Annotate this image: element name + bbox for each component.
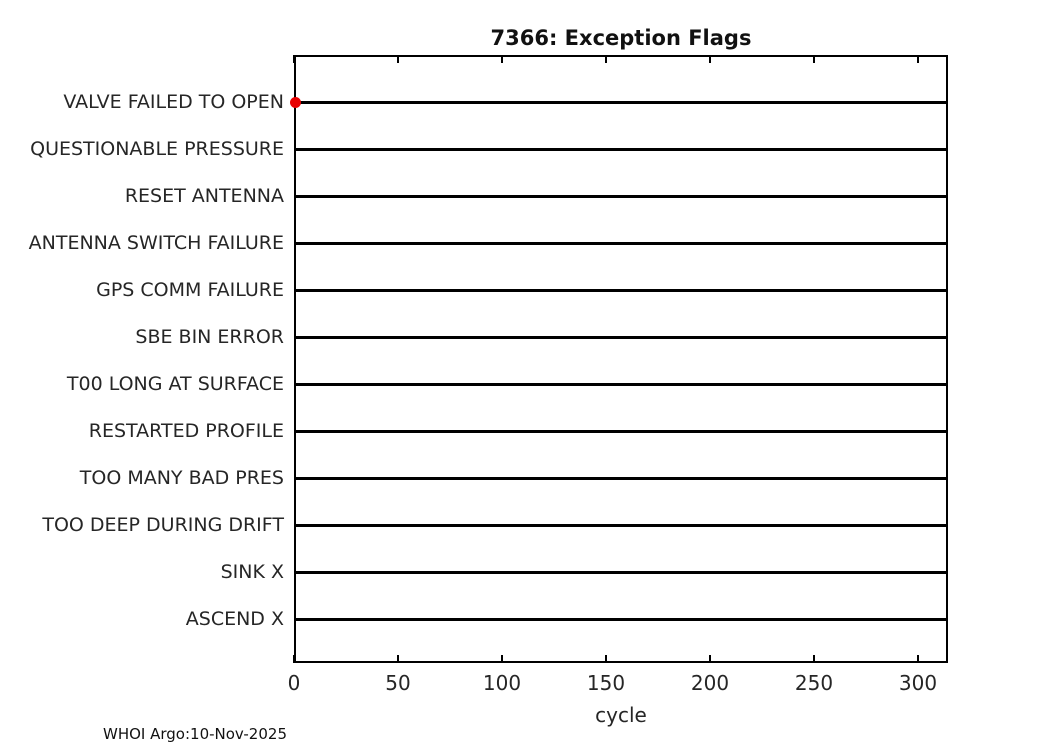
x-tick-label: 50 xyxy=(385,671,411,695)
y-category-label: QUESTIONABLE PRESSURE xyxy=(30,138,284,160)
category-row-line xyxy=(294,429,948,433)
chart-title: 7366: Exception Flags xyxy=(490,26,752,50)
data-point-marker xyxy=(289,96,301,108)
category-row-line xyxy=(294,335,948,339)
y-category-label: SBE BIN ERROR xyxy=(135,326,284,348)
category-row-line xyxy=(294,288,948,292)
x-axis-tick-bottom xyxy=(813,655,815,663)
y-category-label: SINK X xyxy=(220,561,284,583)
x-axis-tick-bottom xyxy=(605,655,607,663)
y-category-label: ANTENNA SWITCH FAILURE xyxy=(28,232,284,254)
x-axis-tick-top xyxy=(397,55,399,63)
x-axis-tick-top xyxy=(813,55,815,63)
category-row-line xyxy=(294,617,948,621)
category-row-line xyxy=(294,100,948,104)
watermark-date-label: WHOI Argo:10-Nov-2025 xyxy=(103,725,287,743)
y-category-label: T00 LONG AT SURFACE xyxy=(66,373,284,395)
y-category-label: RESET ANTENNA xyxy=(124,185,284,207)
plot-frame xyxy=(294,55,948,663)
x-axis-tick-bottom xyxy=(293,655,295,663)
y-category-label: TOO MANY BAD PRES xyxy=(79,467,284,489)
x-axis-label: cycle xyxy=(595,703,647,727)
x-axis-tick-bottom xyxy=(709,655,711,663)
y-category-label: GPS COMM FAILURE xyxy=(96,279,284,301)
x-tick-label: 300 xyxy=(898,671,938,695)
x-axis-tick-bottom xyxy=(917,655,919,663)
category-row-line xyxy=(294,194,948,198)
x-axis-tick-top xyxy=(501,55,503,63)
category-row-line xyxy=(294,476,948,480)
x-tick-label: 150 xyxy=(586,671,626,695)
y-category-label: VALVE FAILED TO OPEN xyxy=(63,91,284,113)
x-axis-tick-top xyxy=(293,55,295,63)
x-tick-label: 100 xyxy=(482,671,522,695)
category-row-line xyxy=(294,382,948,386)
x-axis-tick-bottom xyxy=(397,655,399,663)
x-tick-label: 200 xyxy=(690,671,730,695)
x-tick-label: 0 xyxy=(287,671,301,695)
category-row-line xyxy=(294,147,948,151)
category-row-line xyxy=(294,241,948,245)
y-category-label: ASCEND X xyxy=(185,608,284,630)
category-row-line xyxy=(294,523,948,527)
x-tick-label: 250 xyxy=(794,671,834,695)
y-category-label: TOO DEEP DURING DRIFT xyxy=(42,514,284,536)
x-axis-tick-bottom xyxy=(501,655,503,663)
x-axis-tick-top xyxy=(709,55,711,63)
plot-area xyxy=(289,55,948,663)
y-category-label: RESTARTED PROFILE xyxy=(88,420,284,442)
x-axis-tick-top xyxy=(605,55,607,63)
x-axis-tick-top xyxy=(917,55,919,63)
category-row-line xyxy=(294,570,948,574)
